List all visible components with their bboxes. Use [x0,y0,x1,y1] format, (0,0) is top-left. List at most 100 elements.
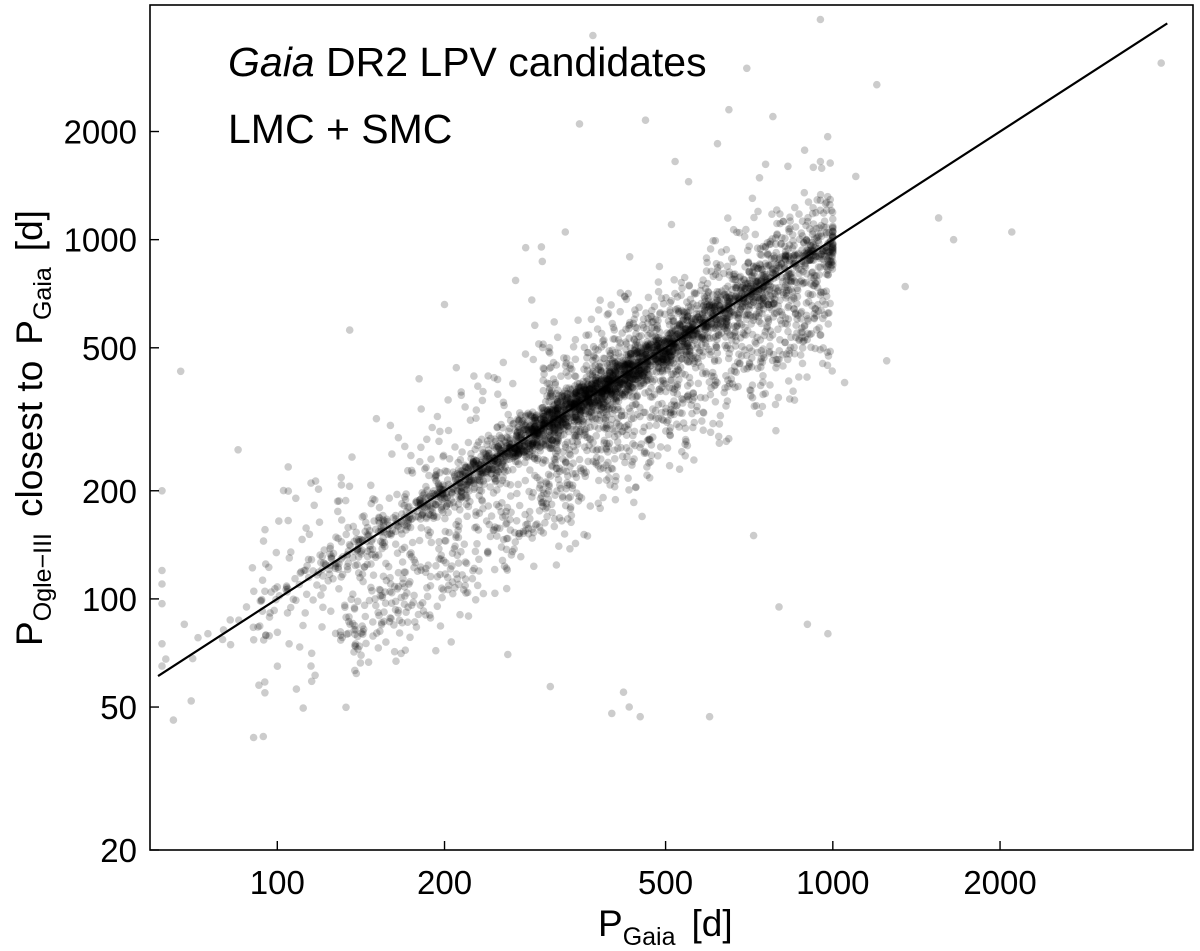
data-point [261,689,269,697]
data-point [509,465,517,474]
data-point [655,343,664,352]
data-point [420,489,429,498]
x-tick-label: 1000 [796,864,869,901]
data-point [408,538,417,547]
data-point [509,450,517,459]
data-point [657,408,666,417]
data-point [580,384,589,393]
data-point [756,264,765,273]
data-point [564,472,572,480]
data-point [390,647,399,656]
data-point [586,502,595,510]
data-point [284,487,293,495]
x-axis-label-sub: Gaia [623,923,676,951]
data-point [402,526,410,534]
data-point [823,132,832,141]
data-point [358,513,367,521]
data-point [616,379,625,388]
data-point [292,685,301,693]
data-point [754,207,762,216]
data-point [162,655,170,663]
data-point [483,465,492,473]
data-point [657,353,666,362]
data-point [292,494,300,503]
data-point [829,222,837,231]
data-point [529,355,538,364]
data-point [758,271,766,280]
data-point [526,448,534,456]
data-point [509,379,517,388]
data-point [273,662,282,670]
data-point [521,451,529,460]
data-point [698,369,707,378]
data-point [500,456,508,465]
plot-frame [149,4,1194,851]
data-point [440,494,449,502]
data-point [514,445,522,454]
data-point [483,440,491,449]
data-point [471,596,480,604]
data-point [521,350,530,358]
data-point [375,519,384,527]
data-point [582,407,590,416]
data-point [555,542,563,550]
data-point [795,210,803,218]
data-point [484,502,493,510]
data-point [728,307,736,316]
data-point [681,435,690,444]
data-point [374,644,383,652]
data-point [666,329,674,338]
data-point [742,351,751,360]
data-point [461,581,470,590]
data-point [358,570,367,578]
data-point [442,502,451,511]
data-point [637,332,645,340]
data-point [447,638,456,646]
data-point [348,453,356,461]
data-point [575,120,584,128]
data-point [620,362,629,371]
data-point [723,314,731,322]
data-point [619,688,628,696]
data-point [337,473,346,482]
data-point [673,383,682,391]
data-point [475,555,483,564]
data-point [528,416,536,425]
data-point [531,321,539,330]
data-point [438,593,446,602]
data-point [343,565,352,574]
data-point [518,447,526,456]
data-point [762,298,771,306]
data-point [580,382,588,391]
data-point [506,492,515,500]
data-point [820,217,829,225]
data-point [636,366,644,374]
data-point [519,448,528,457]
data-point [479,589,488,598]
data-point [422,513,431,521]
data-point [692,289,700,298]
data-point [681,370,689,379]
data-point [273,583,282,591]
data-point [713,139,722,148]
data-point [632,349,640,357]
data-point [319,584,327,592]
data-point [603,386,612,394]
data-point [610,390,619,399]
data-point [603,359,611,368]
data-point [375,513,383,522]
data-point [672,402,680,410]
data-point [741,279,750,288]
data-point [335,585,343,593]
data-point [428,423,437,432]
data-point [583,446,591,455]
data-point [524,409,532,418]
data-point [768,283,777,292]
data-point [750,269,758,277]
y-axis-label: POgle−IIIclosest toPGaia[d] [9,210,57,646]
data-point [485,463,494,472]
data-point [546,409,555,418]
data-point [594,399,603,408]
data-point [503,566,512,574]
data-point [250,587,258,596]
